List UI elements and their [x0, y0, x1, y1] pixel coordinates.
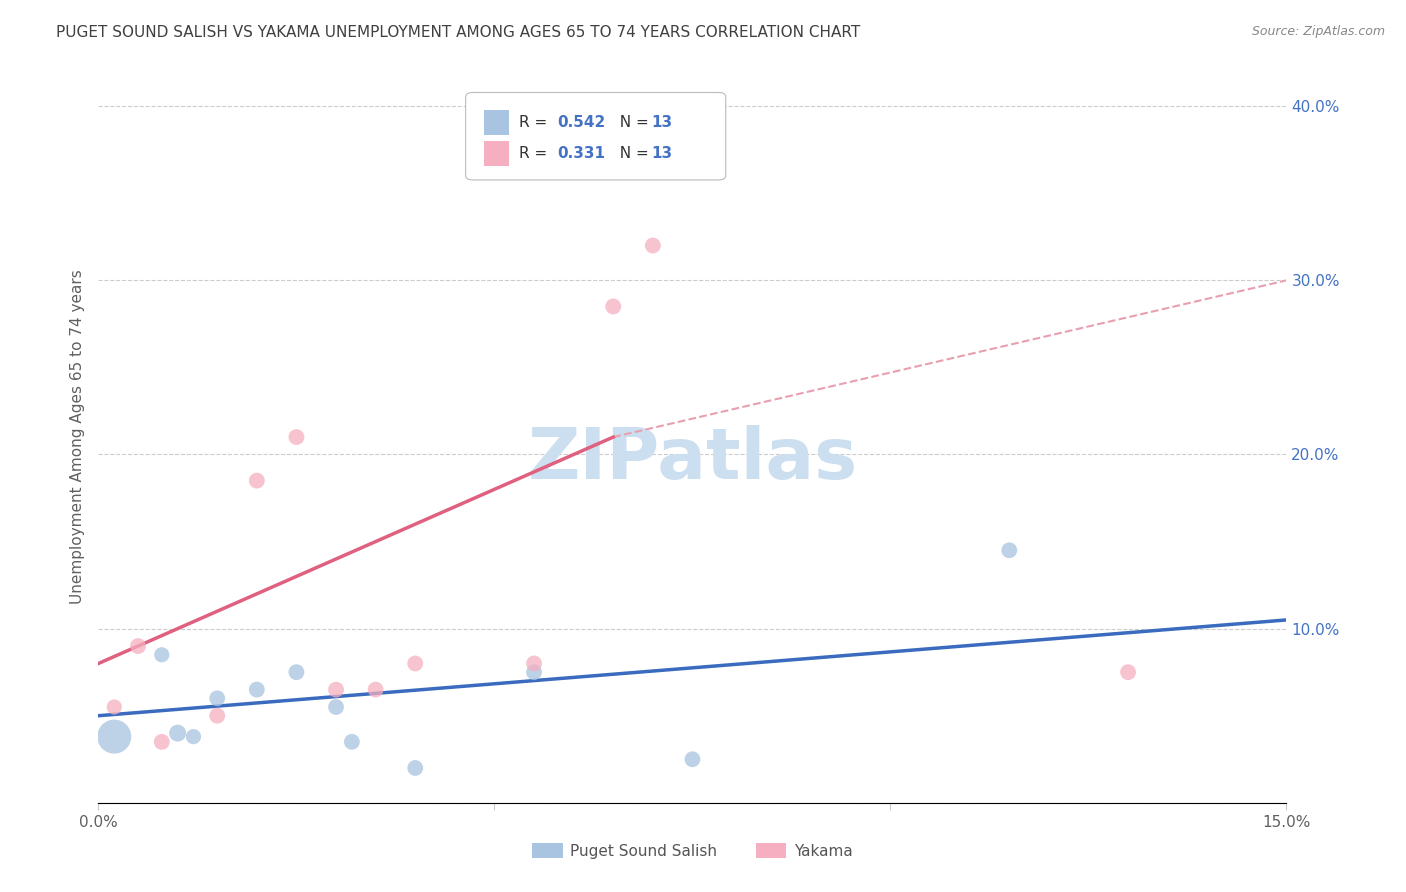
Text: R =: R =	[519, 146, 553, 161]
Point	[641, 238, 664, 252]
Point	[166, 726, 188, 740]
Point	[364, 682, 387, 697]
Point	[285, 430, 308, 444]
Point	[681, 752, 703, 766]
Point	[523, 657, 546, 671]
Point	[150, 648, 173, 662]
Text: R =: R =	[519, 114, 553, 129]
Point	[285, 665, 308, 680]
Point	[150, 735, 173, 749]
Text: N =: N =	[610, 114, 654, 129]
Y-axis label: Unemployment Among Ages 65 to 74 years: Unemployment Among Ages 65 to 74 years	[69, 269, 84, 605]
Point	[183, 730, 205, 744]
Text: ZIPatlas: ZIPatlas	[527, 425, 858, 493]
Point	[325, 700, 347, 714]
Text: N =: N =	[610, 146, 654, 161]
Point	[523, 665, 546, 680]
Point	[127, 639, 149, 653]
Point	[1116, 665, 1139, 680]
Point	[325, 682, 347, 697]
Text: Source: ZipAtlas.com: Source: ZipAtlas.com	[1251, 25, 1385, 38]
Point	[340, 735, 363, 749]
Point	[998, 543, 1021, 558]
Point	[602, 300, 624, 314]
Point	[103, 730, 125, 744]
Text: 13: 13	[651, 114, 672, 129]
Point	[246, 474, 269, 488]
Point	[205, 708, 228, 723]
Text: 0.542: 0.542	[557, 114, 605, 129]
Point	[246, 682, 269, 697]
Point	[103, 700, 125, 714]
Point	[205, 691, 228, 706]
Point	[404, 761, 426, 775]
Text: 0.331: 0.331	[557, 146, 605, 161]
Text: PUGET SOUND SALISH VS YAKAMA UNEMPLOYMENT AMONG AGES 65 TO 74 YEARS CORRELATION : PUGET SOUND SALISH VS YAKAMA UNEMPLOYMEN…	[56, 25, 860, 40]
Legend: Puget Sound Salish, Yakama: Puget Sound Salish, Yakama	[526, 837, 859, 864]
Point	[404, 657, 426, 671]
Text: 13: 13	[651, 146, 672, 161]
